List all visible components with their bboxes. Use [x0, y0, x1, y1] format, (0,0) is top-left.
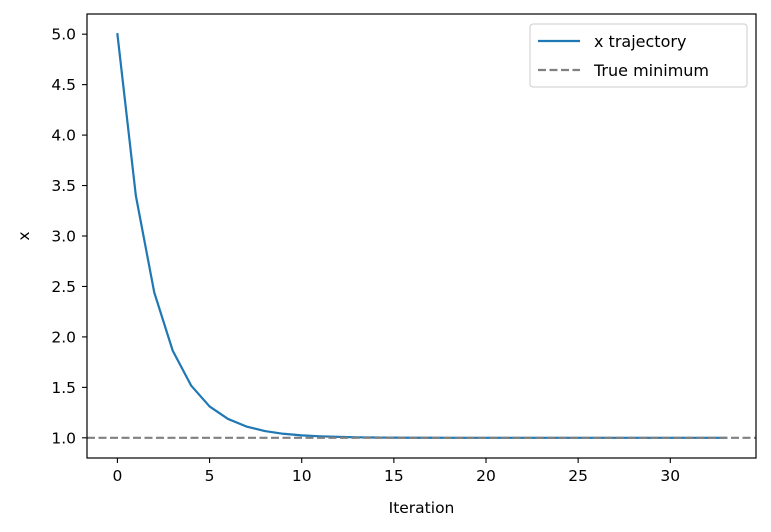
y-tick-label: 4.0 — [51, 127, 76, 145]
plot-frame — [86, 13, 757, 459]
x-tick-label: 0 — [112, 467, 122, 485]
legend-label-x-trajectory: x trajectory — [594, 32, 686, 51]
y-tick-label: 3.5 — [51, 177, 76, 195]
plot-background — [87, 14, 756, 458]
y-tick-label: 5.0 — [51, 26, 76, 44]
x-tick-label: 10 — [292, 467, 312, 485]
x-axis-label: Iteration — [389, 499, 455, 517]
y-axis-label: x — [15, 231, 33, 240]
y-tick-label: 1.0 — [51, 429, 76, 447]
x-tick-label: 15 — [384, 467, 404, 485]
legend: x trajectory True minimum — [529, 23, 748, 88]
legend-box — [529, 23, 748, 88]
y-tick-label: 4.5 — [51, 76, 76, 94]
y-tick-label: 3.0 — [51, 228, 76, 246]
y-tick-label: 1.5 — [51, 379, 76, 397]
x-tick-label: 25 — [568, 467, 588, 485]
legend-label-true-minimum: True minimum — [593, 61, 709, 80]
series-layer — [87, 32, 756, 439]
ticks-layer: 0 5 10 15 20 25 30 1.0 1.5 2.0 2.5 3.0 3.5 4.0 4.5 5.0 — [51, 26, 680, 485]
y-tick-label: 2.5 — [51, 278, 76, 296]
y-tick-label: 2.0 — [51, 328, 76, 346]
x-tick-label: 30 — [660, 467, 680, 485]
x-tick-label: 5 — [205, 467, 215, 485]
x-tick-label: 20 — [476, 467, 496, 485]
